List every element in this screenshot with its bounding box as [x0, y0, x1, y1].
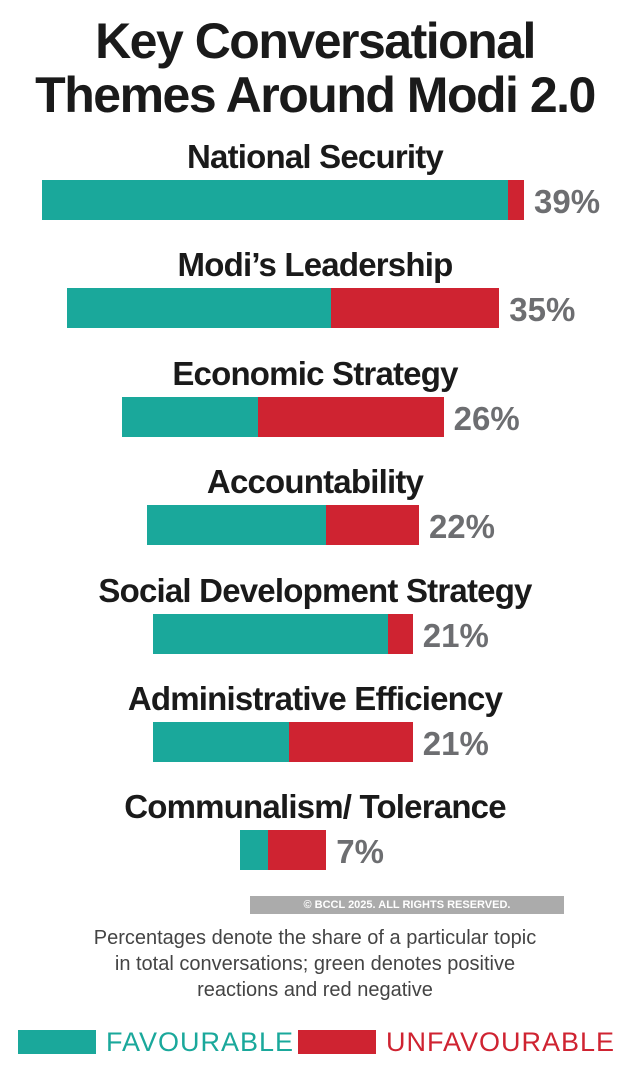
total-data-label: 35%	[509, 291, 576, 329]
category-label: Social Development Strategy	[98, 571, 532, 609]
total-data-label: 26%	[453, 399, 520, 437]
chart-title-line-1: Key Conversational	[95, 13, 536, 69]
legend-label-unfavourable: UNFAVOURABLE	[386, 1027, 616, 1057]
bar-favourable	[66, 288, 332, 329]
bar-favourable	[147, 505, 327, 546]
total-data-label: 21%	[422, 616, 489, 654]
bar-favourable	[122, 396, 259, 437]
bar-unfavourable	[388, 613, 413, 654]
watermark: © BCCL 2025. ALL RIGHTS RESERVED.	[250, 896, 564, 914]
footnote-line-1: Percentages denote the share of a partic…	[93, 927, 537, 949]
category-label: Modi’s Leadership	[177, 246, 454, 284]
bar-unfavourable	[326, 505, 419, 546]
footnote-line-3: reactions and red negative	[197, 979, 433, 1001]
footnote-line-2: in total conversations; green denotes po…	[114, 953, 516, 975]
bar-favourable	[153, 722, 290, 762]
bar-unfavourable	[258, 396, 444, 437]
legend-swatch-favourable	[18, 1030, 96, 1054]
legend-swatch-unfavourable	[298, 1030, 376, 1054]
bar-unfavourable	[331, 288, 500, 329]
total-data-label: 7%	[336, 833, 384, 871]
category-label: Communalism/ Tolerance	[124, 788, 506, 826]
total-data-label: 21%	[422, 725, 489, 762]
bar-unfavourable	[268, 830, 327, 871]
total-data-label: 22%	[428, 508, 496, 546]
category-label: Accountability	[206, 463, 424, 501]
footnote: Percentages denote the share of a partic…	[0, 925, 630, 1003]
category-label: Administrative Efficiency	[127, 680, 503, 717]
bar-unfavourable	[289, 722, 413, 762]
bar-unfavourable	[507, 180, 524, 220]
legend-label-favourable: FAVOURABLE	[106, 1027, 295, 1057]
chart-title-line-2: Themes Around Modi 2.0	[35, 67, 596, 123]
total-data-label: 39%	[534, 183, 601, 220]
category-label: National Security	[187, 138, 444, 175]
bar-favourable	[41, 180, 508, 220]
bar-favourable	[153, 613, 389, 654]
category-label: Economic Strategy	[172, 354, 458, 392]
bar-favourable	[239, 830, 269, 871]
